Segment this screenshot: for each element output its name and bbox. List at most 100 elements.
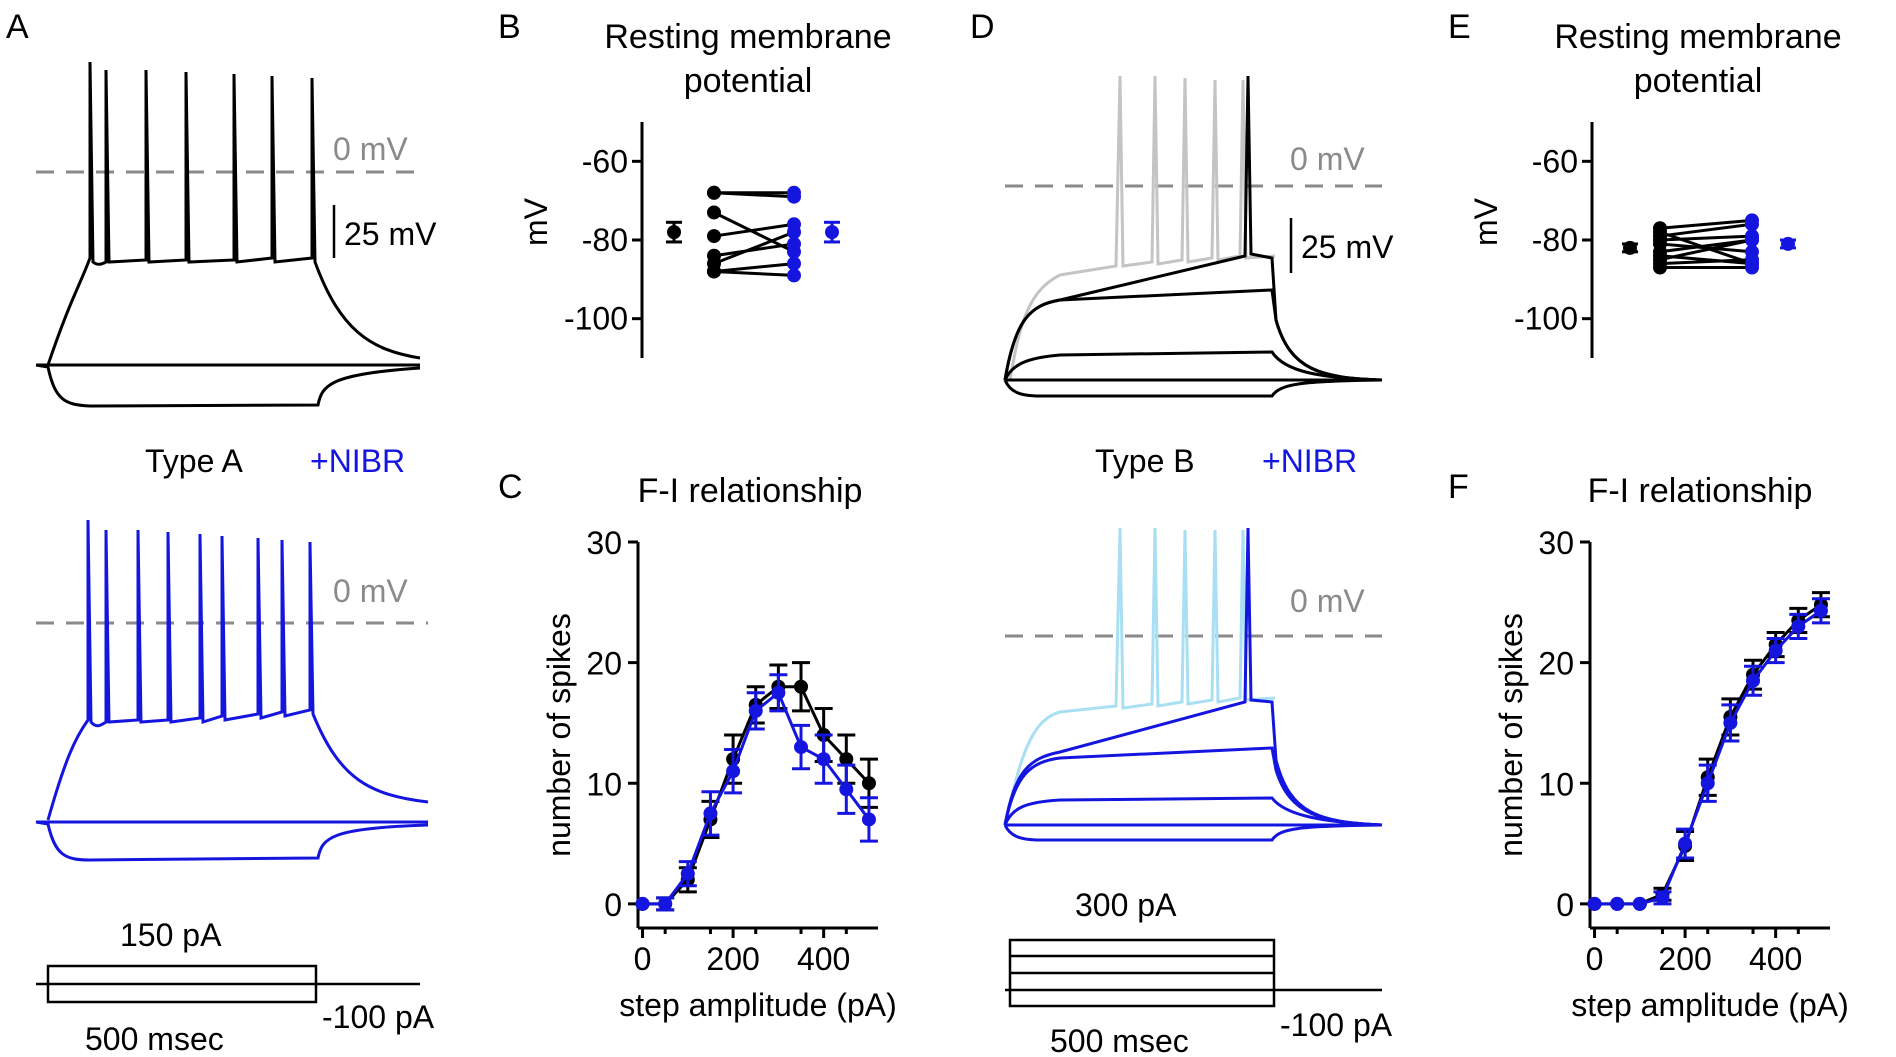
y-tick-label: -60 (1532, 143, 1578, 179)
drug-point (787, 225, 801, 240)
drug-point (861, 812, 876, 827)
drug-mean-point (825, 225, 839, 240)
pair-line (1659, 222, 1753, 238)
hyperpolarizing-trace (35, 820, 429, 862)
light-spiking-trace (1003, 527, 1276, 826)
chart-title: F-I relationship (638, 472, 863, 510)
subthreshold-trace-low (1003, 350, 1383, 382)
drug-point (748, 703, 763, 718)
y-tick-label: -80 (1532, 222, 1578, 258)
panel-letter-e: E (1448, 8, 1471, 46)
y-axis-label: mV (1468, 197, 1504, 246)
fi-chart-type-b: F-I relationship 0 10 20 30 0 200 400 step ampli… (1493, 472, 1849, 1023)
drug-point (1587, 896, 1602, 911)
drug-point (1745, 256, 1759, 271)
drug-point (787, 268, 801, 283)
duration-label: 500 msec (1050, 1023, 1189, 1057)
y-tick-label: 0 (604, 887, 622, 923)
y-axis-label: number of spikes (1493, 613, 1529, 857)
step-top-label: 150 pA (120, 917, 222, 953)
x-tick-label: 200 (1658, 941, 1711, 977)
x-tick-label: 0 (1586, 941, 1604, 977)
pair-line (1659, 230, 1753, 266)
drug-point (726, 764, 741, 779)
drug-point (787, 189, 801, 204)
y-tick-label: 30 (1538, 525, 1574, 561)
y-tick-label: -60 (582, 143, 628, 179)
zero-mv-label: 0 mV (333, 573, 408, 609)
y-tick-label: -100 (564, 301, 628, 337)
control-series-line (1594, 603, 1822, 906)
pair-line (713, 191, 795, 199)
rmp-chart-type-a: Resting membrane potential -60 -80 -100 mV (518, 18, 892, 358)
y-axis-label: mV (518, 197, 554, 246)
panel-d-stimulus: 300 pA -100 pA 500 msec (1005, 887, 1393, 1057)
hyperpolarizing-trace (1003, 378, 1383, 398)
drug-point (658, 896, 673, 911)
light-spiking-trace (1005, 75, 1276, 382)
panel-d-drug-traces: 0 mV (1003, 527, 1383, 842)
chart-title: potential (684, 62, 813, 100)
scale-bar-label: 25 mV (344, 216, 437, 252)
drug-point (1610, 896, 1625, 911)
nibr-legend-a: +NIBR (310, 443, 405, 479)
x-axis-label: step amplitude (pA) (619, 987, 896, 1023)
subthreshold-trace-high (1003, 746, 1383, 827)
pair-line (713, 269, 795, 277)
panel-letter-c: C (498, 468, 523, 506)
panel-letter-b: B (498, 8, 521, 46)
step-top-label: 300 pA (1075, 887, 1177, 923)
control-point (1653, 260, 1667, 275)
drug-point (787, 256, 801, 271)
panel-a-drug-traces: 0 mV (35, 519, 429, 862)
pair-line (1659, 218, 1753, 230)
control-point (861, 776, 876, 791)
nibr-legend-b: +NIBR (1262, 443, 1357, 479)
panel-d-legend: Type B +NIBR (1095, 443, 1357, 479)
chart-title: potential (1634, 62, 1763, 100)
y-tick-label: 20 (586, 646, 622, 682)
x-tick-label: 400 (797, 941, 850, 977)
drug-point (1655, 890, 1670, 905)
drug-point (1813, 603, 1828, 618)
duration-label: 500 msec (85, 1021, 224, 1057)
panel-letter-a: A (6, 8, 29, 46)
fi-chart-type-a: F-I relationship 0 10 20 30 0 200 400 step ampli… (541, 472, 897, 1023)
pair-line (713, 222, 795, 238)
panel-a-stimulus: 150 pA -100 pA 500 msec (36, 917, 435, 1057)
type-a-label: Type A (145, 443, 244, 479)
drug-point (1746, 673, 1761, 688)
control-point (707, 229, 721, 244)
drug-point (839, 782, 854, 797)
drug-point (635, 896, 650, 911)
drug-point (1791, 619, 1806, 634)
drug-point (1745, 233, 1759, 247)
drug-point (703, 806, 718, 821)
x-tick-label: 0 (634, 941, 652, 977)
hyperpolarizing-trace (1003, 823, 1383, 842)
panel-a-traces: 0 mV 25 mV (35, 61, 437, 408)
zero-mv-label: 0 mV (333, 131, 408, 167)
pair-line (713, 262, 795, 273)
chart-title: F-I relationship (1588, 472, 1813, 510)
chart-title: Resting membrane (1554, 18, 1841, 56)
pair-line (1659, 258, 1753, 266)
y-tick-label: 0 (1556, 887, 1574, 923)
drug-mean-point (1781, 236, 1795, 251)
spiking-trace (46, 519, 429, 821)
panel-d-traces: 0 mV 25 mV (1003, 75, 1394, 398)
control-mean-point (1623, 240, 1637, 255)
x-tick-label: 400 (1749, 941, 1802, 977)
y-tick-label: 10 (586, 766, 622, 802)
panel-letter-d: D (970, 8, 995, 46)
control-point (707, 185, 721, 200)
control-point (794, 679, 809, 694)
control-point (839, 752, 854, 767)
step-bottom-label: -100 pA (322, 999, 435, 1035)
step-bottom-label: -100 pA (1280, 1007, 1393, 1043)
y-axis-label: number of spikes (541, 613, 577, 857)
spiking-trace (1003, 75, 1383, 382)
control-point (1653, 225, 1667, 240)
x-axis-label: step amplitude (pA) (1571, 987, 1848, 1023)
